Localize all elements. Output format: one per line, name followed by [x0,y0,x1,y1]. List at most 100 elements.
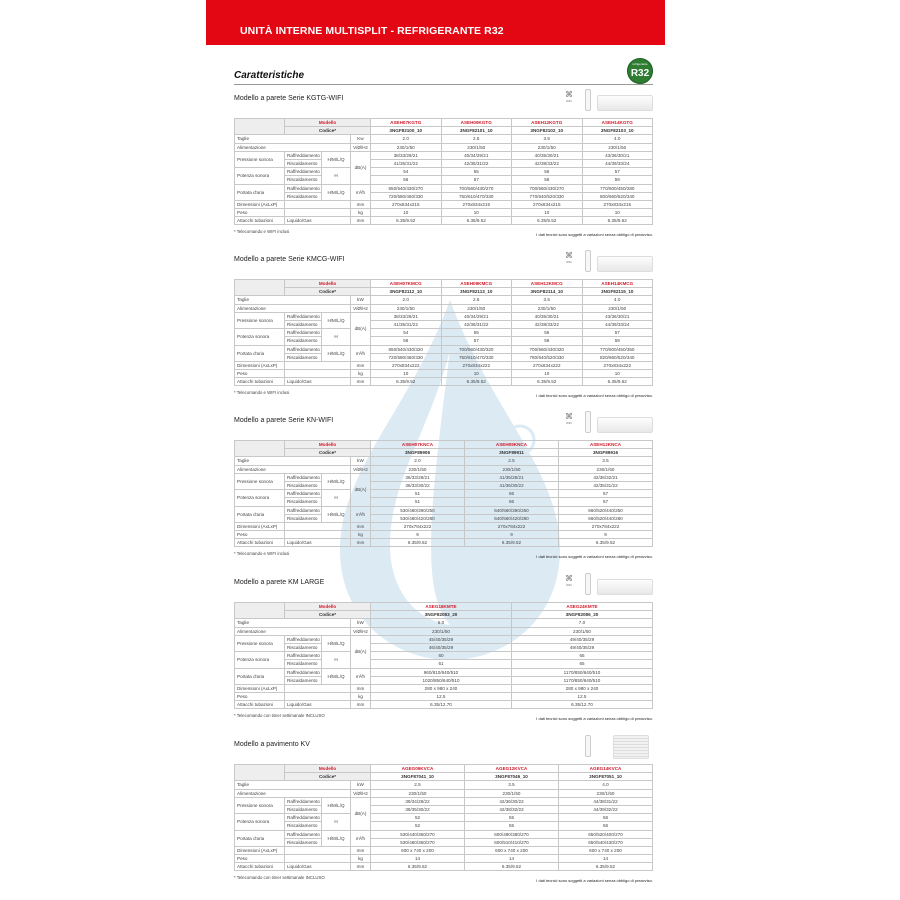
value-cell: 6.35/9.52 [511,216,583,226]
value-cell: 6.35/9.52 [370,377,442,387]
table-row: Potenza sonora Raffreddamento H 52 55 56 [234,813,653,831]
model-name: AGEG14KVCA [558,763,653,774]
value-cell: 42/38/33/22 [511,158,583,169]
value-cell: 46/40/35/29 [370,642,512,653]
sub-label: Liquido/Gas [284,862,351,872]
sub-label: Raffreddamento [284,183,322,193]
table-row: Potenza sonora Raffreddamento H 60 65 [234,651,653,669]
row-label: Portata d'aria [234,667,285,685]
unit: kg [350,854,371,864]
value-cell: 530/440/360/270 [370,829,465,839]
value-cell: 59 [581,175,653,185]
value-cell: 6.35/12.70 [511,700,653,710]
modello-label: Modello [284,117,371,128]
row-label: Pressione sonora [234,472,285,491]
table-row: Peso kg 14 14 14 [234,854,653,864]
value-cell: 56 [464,497,559,507]
value-cell: 960/810/640/510 [370,667,512,677]
value-cell: 700/560/430/320 [440,344,512,354]
value-cell: 10 [370,369,442,379]
unit: mm [350,538,371,548]
sub-label: Riscaldamento [284,642,322,653]
model-name: ASEG18KMTE [370,601,512,612]
row-label: Attacchi tubazioni [234,377,285,387]
value-cell: 230/1/50 [464,788,559,798]
value-cell: 6.35/9.52 [370,216,442,226]
model-name: ASEH12KNCA [558,439,653,450]
model-name: ASEH12KMCG [511,278,583,289]
table-row: Riscaldamento 720/580/460/330 750/610/470/… [235,352,653,362]
value-cell: 14 [370,854,465,864]
value-cell: 60 [370,651,512,661]
sub-label: Riscaldamento [284,821,322,831]
value-cell: 56 [558,813,653,823]
row-label: Taglie [234,780,351,790]
table-row: Taglie kW 2.0 2.5 3.5 4.0 [234,295,653,305]
sub-label: Riscaldamento [284,158,322,169]
value-cell: 4.0 [581,295,653,305]
value-cell: 230/1/50 [558,464,653,474]
value-cell: 530/460/420/280 [370,513,465,523]
value-cell: 230/1/50 [511,303,583,313]
unit: dB(A) [350,150,371,185]
value-cell: 57 [558,497,653,507]
header-blank [234,763,285,782]
table-row: Dimensioni (AxLxP) mm 270x834x215 270x834x2… [234,199,653,210]
speed-label: H/M/L/Q [321,829,351,847]
row-label: Potenza sonora [234,651,285,669]
value-cell: 55 [440,328,512,338]
table-row: Riscaldamento 530/460/360/270 600/510/410/… [235,837,653,847]
section-title: Modello a pavimento KV [234,741,310,748]
value-cell: 230/1/50 [440,303,512,313]
remote-control-image [585,735,591,757]
row-label: Attacchi tubazioni [234,216,285,226]
model-code: 3NGF89911 [464,448,559,458]
value-cell: 57 [558,489,653,499]
speed-label: H/M/L/Q [321,311,351,330]
value-cell: 270x834x215 [440,199,512,210]
value-cell: 650/540/430/270 [558,837,653,847]
table-row: Modello ASEG18KMTE ASEG24KMTE [234,601,653,620]
table-row: Attacchi tubazioni Liquido/Gas mm 6.35/9.52… [234,538,653,548]
value-cell: 55 [511,328,583,338]
footnote: * Telecomando e WIFI inclusi [234,390,290,395]
speed-label: H/M/L/Q [321,472,351,491]
value-cell: 2.5 [464,456,559,466]
value-cell: 6.35/9.52 [558,538,653,548]
table-row: Riscaldamento 52 55 56 [235,821,653,831]
wifi-icon: ⌘ WiFi [565,251,573,265]
value-cell: 650/520/400/270 [558,829,653,839]
value-cell: 42/36/31/22 [440,319,512,330]
value-cell: 6.35/9.52 [581,377,653,387]
value-cell: 750/610/470/330 [440,191,512,201]
model-code: 3NGF82114_10 [511,287,583,297]
sub-label: Riscaldamento [284,352,322,362]
sub-label: Riscaldamento [284,837,322,847]
table-row: Riscaldamento 530/460/420/280 640/560/420/… [235,513,653,523]
value-cell: 12.5 [511,692,653,702]
value-cell: 49/40/35/29 [511,642,653,653]
footnote: * Telecomando con timer settimanale INCL… [234,713,325,718]
model-code: 3NGF82103_10 [581,126,653,136]
row-label: Portata d'aria [234,829,285,847]
model-code: 3NGF82100_10 [370,126,442,136]
unit: kW [350,295,371,305]
unit: mm [350,845,371,856]
row-label: Portata d'aria [234,344,285,362]
row-label: Pressione sonora [234,634,285,653]
row-label: Dimensioni (AxLxP) [234,683,285,694]
value-cell: 3.5 [511,134,583,144]
table-row: Riscaldamento 56 57 58 59 [235,336,653,346]
value-cell: 41/35/31/22 [370,319,442,330]
row-label: Potenza sonora [234,167,285,185]
value-cell: 58 [511,336,583,346]
value-cell: 270x834x222 [440,360,512,371]
speed-label: H [321,489,351,507]
unit: mm [350,216,371,226]
value-cell: 2.0 [370,134,442,144]
wifi-icon: ⌘ WiFi [565,412,573,426]
value-cell: 230/1/50 [581,142,653,152]
value-cell: 43/36/30/21 [581,311,653,321]
codice-label: Codice* [284,287,371,297]
value-cell: 6.35/12.70 [370,700,512,710]
